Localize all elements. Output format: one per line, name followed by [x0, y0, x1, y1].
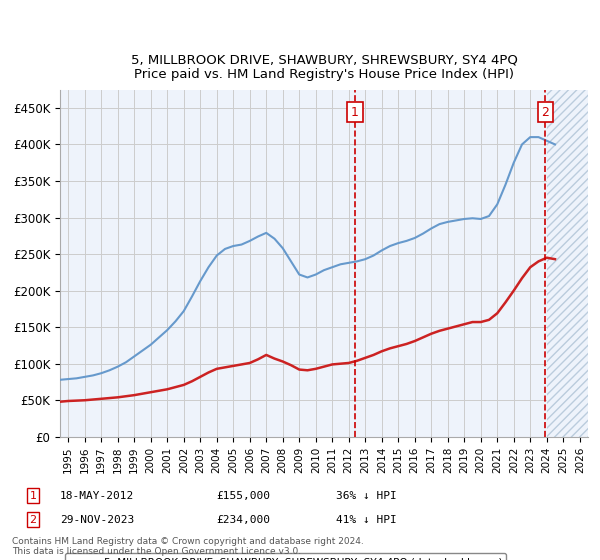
- Text: 41% ↓ HPI: 41% ↓ HPI: [336, 515, 397, 525]
- Text: 29-NOV-2023: 29-NOV-2023: [60, 515, 134, 525]
- Text: 36% ↓ HPI: 36% ↓ HPI: [336, 491, 397, 501]
- Text: 1: 1: [29, 491, 37, 501]
- Text: 2: 2: [541, 106, 549, 119]
- Text: Contains HM Land Registry data © Crown copyright and database right 2024.: Contains HM Land Registry data © Crown c…: [12, 537, 364, 546]
- Text: 18-MAY-2012: 18-MAY-2012: [60, 491, 134, 501]
- Text: 2: 2: [29, 515, 37, 525]
- Text: 1: 1: [351, 106, 359, 119]
- Text: £234,000: £234,000: [216, 515, 270, 525]
- Legend: 5, MILLBROOK DRIVE, SHAWBURY, SHREWSBURY, SY4 4PQ (detached house), HPI: Average: 5, MILLBROOK DRIVE, SHAWBURY, SHREWSBURY…: [65, 553, 506, 560]
- Text: This data is licensed under the Open Government Licence v3.0.: This data is licensed under the Open Gov…: [12, 547, 301, 556]
- Bar: [547, 90, 588, 437]
- Title: 5, MILLBROOK DRIVE, SHAWBURY, SHREWSBURY, SY4 4PQ
Price paid vs. HM Land Registr: 5, MILLBROOK DRIVE, SHAWBURY, SHREWSBURY…: [131, 54, 517, 82]
- Text: £155,000: £155,000: [216, 491, 270, 501]
